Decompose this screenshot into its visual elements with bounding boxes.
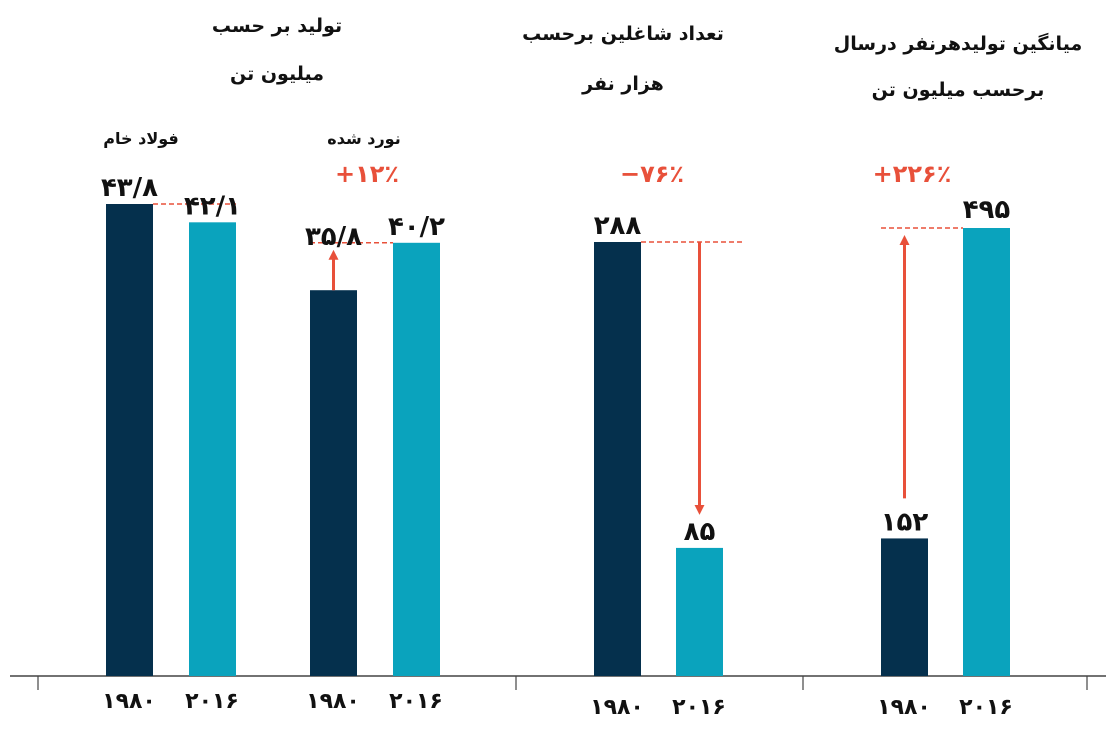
panel-employees: تعداد شاغلین برحسب هزار نفر −۷۶٪ ۲۸۸ ۸۵ … <box>522 23 743 720</box>
bar-crude-steel-2016 <box>189 222 236 676</box>
year-label-productivity-2016: ۲۰۱۶ <box>959 695 1013 720</box>
panel-productivity-title-line-2: برحسب میلیون تن <box>872 79 1045 101</box>
bar-productivity-1980 <box>881 538 928 676</box>
value-label-productivity-2016: ۴۹۵ <box>963 195 1011 225</box>
panel-productivity-title-line-1: میانگین تولیدهرنفر درسال <box>834 32 1082 55</box>
panel-employees-title-line-1: تعداد شاغلین برحسب <box>522 23 724 45</box>
rolled-steel-label: نورد شده <box>327 129 400 148</box>
year-label-crude-steel-1980: ۱۹۸۰ <box>102 689 156 714</box>
year-label-rolled-steel-1980: ۱۹۸۰ <box>306 689 360 714</box>
bar-employees-2016 <box>676 547 723 676</box>
value-label-crude-steel-1980: ۴۳/۸ <box>101 173 158 203</box>
value-label-employees-1980: ۲۸۸ <box>594 211 642 241</box>
panel-production-title-line-2: میلیون تن <box>230 63 324 85</box>
panel-production-title-line-1: تولید بر حسب <box>212 15 342 37</box>
crude-steel-label: فولاد خام <box>103 129 178 148</box>
panel-productivity: میانگین تولیدهرنفر درسال برحسب میلیون تن… <box>834 32 1082 720</box>
productivity-change: +۲۲۶٪ <box>873 160 952 188</box>
panel-employees-title-line-2: هزار نفر <box>581 73 664 95</box>
rolled-steel-change: +۱۲٪ <box>335 160 399 188</box>
employees-change: −۷۶٪ <box>620 160 684 188</box>
bar-crude-steel-1980 <box>106 204 153 676</box>
year-label-crude-steel-2016: ۲۰۱۶ <box>185 689 239 714</box>
year-label-employees-1980: ۱۹۸۰ <box>590 695 644 720</box>
value-label-rolled-steel-1980: ۳۵/۸ <box>305 222 362 252</box>
year-label-productivity-1980: ۱۹۸۰ <box>877 695 931 720</box>
bar-employees-1980 <box>594 242 641 676</box>
bar-productivity-2016 <box>963 228 1010 676</box>
value-label-rolled-steel-2016: ۴۰/۲ <box>388 212 445 242</box>
value-label-crude-steel-2016: ۴۲/۱ <box>184 191 241 221</box>
bar-rolled-steel-2016 <box>393 242 440 676</box>
bar-rolled-steel-1980 <box>310 290 357 676</box>
panel-production: تولید بر حسب میلیون تن فولاد خام نورد شد… <box>101 15 445 714</box>
value-label-employees-2016: ۸۵ <box>684 517 716 547</box>
year-label-employees-2016: ۲۰۱۶ <box>672 695 726 720</box>
year-label-rolled-steel-2016: ۲۰۱۶ <box>389 689 443 714</box>
value-label-productivity-1980: ۱۵۲ <box>881 507 929 537</box>
